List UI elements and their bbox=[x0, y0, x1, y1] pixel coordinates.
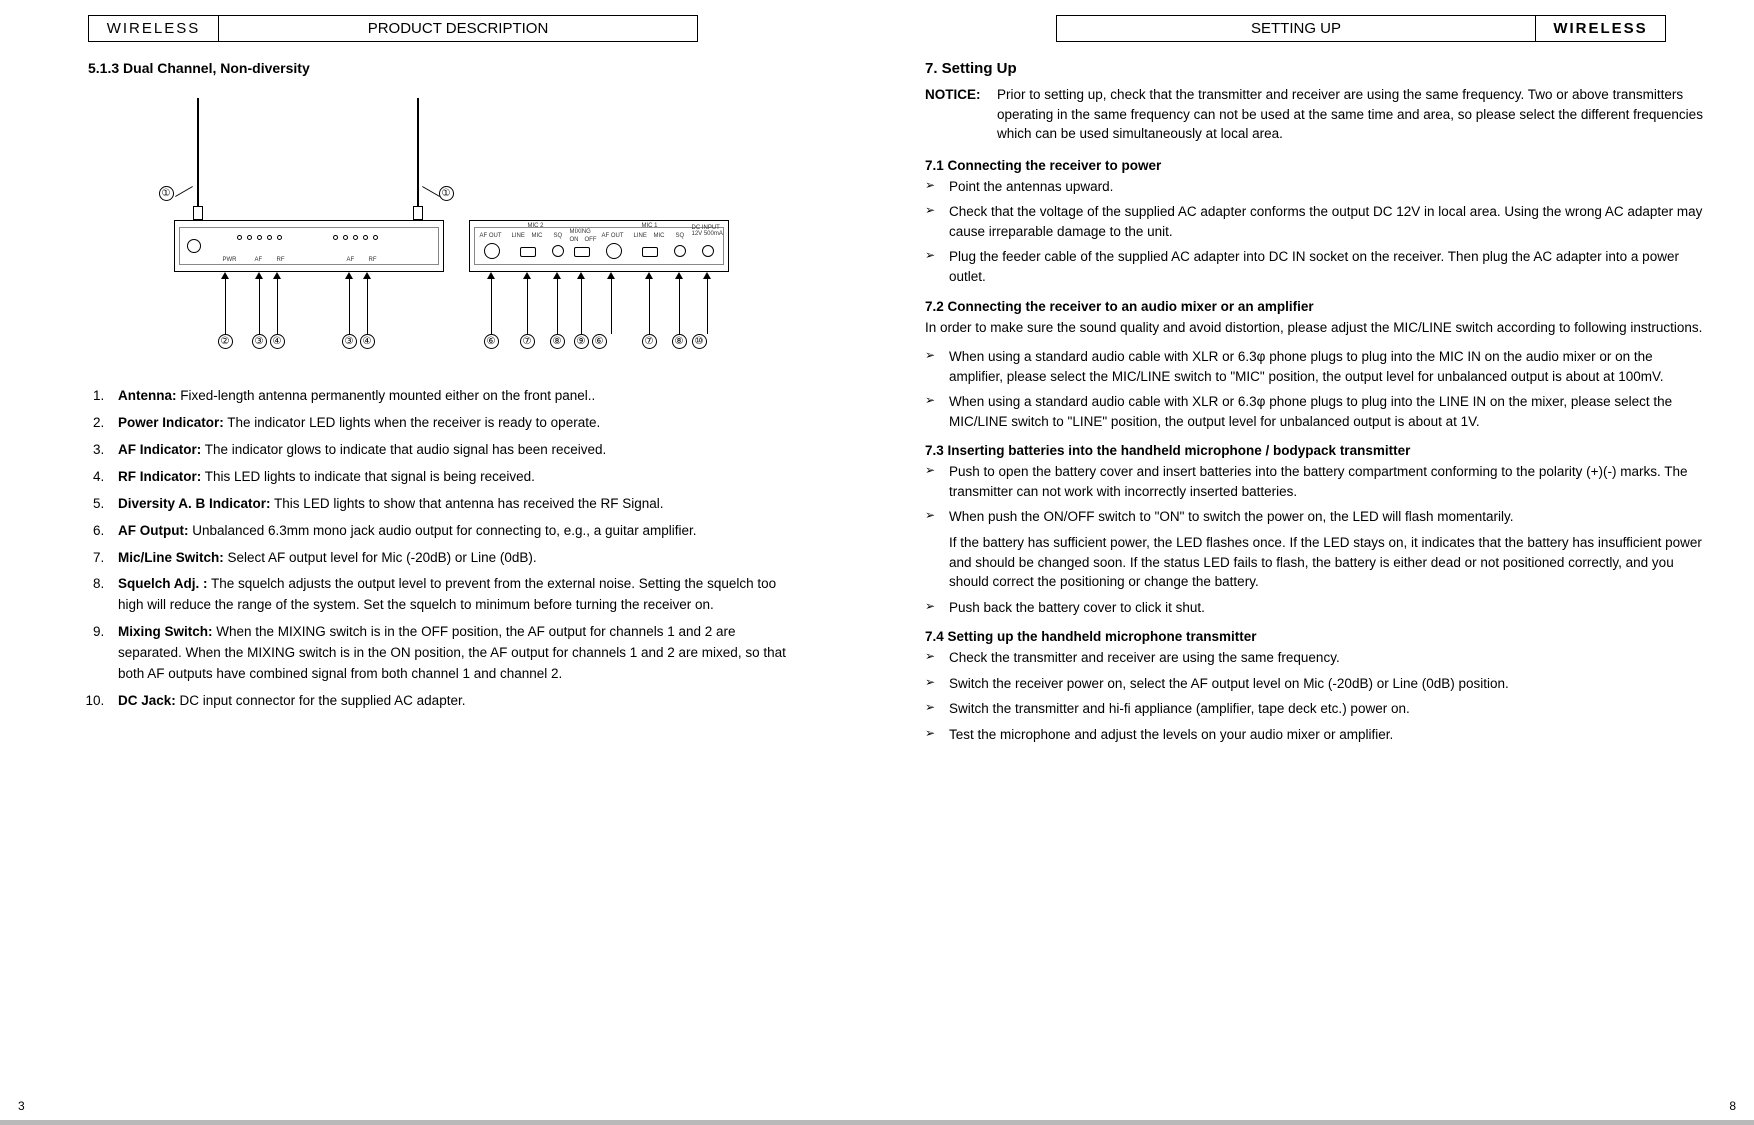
label-rf2: RF bbox=[369, 257, 377, 263]
list-item: Squelch Adj. : The squelch adjusts the o… bbox=[108, 574, 789, 616]
callout-6a: ⑥ bbox=[484, 334, 499, 349]
header-box-left: WIRELESS PRODUCT DESCRIPTION bbox=[88, 15, 698, 42]
callout-10: ⑩ bbox=[692, 334, 707, 349]
lbl-mic1s: MIC bbox=[532, 233, 543, 239]
page-left: WIRELESS PRODUCT DESCRIPTION 5.1.3 Dual … bbox=[0, 0, 877, 1125]
list-item-extra: If the battery has sufficient power, the… bbox=[943, 533, 1706, 592]
list-item: RF Indicator: This LED lights to indicat… bbox=[108, 467, 789, 488]
label-rf1: RF bbox=[277, 257, 285, 263]
page-right: SETTING UP WIRELESS 7. Setting Up NOTICE… bbox=[877, 0, 1754, 1125]
callout-7a: ⑦ bbox=[520, 334, 535, 349]
lbl-afout1: AF OUT bbox=[480, 233, 502, 239]
lbl-mixing: MIXING bbox=[570, 229, 591, 235]
list-item: Diversity A. B Indicator: This LED light… bbox=[108, 494, 789, 515]
title-71: 7.1 Connecting the receiver to power bbox=[925, 158, 1706, 173]
lbl-line1: LINE bbox=[512, 233, 525, 239]
callout-8b: ⑧ bbox=[672, 334, 687, 349]
callout-3b: ③ bbox=[342, 334, 357, 349]
lbl-dc: DC INPUT 12V 500mA bbox=[692, 225, 723, 237]
list-item: AF Output: Unbalanced 6.3mm mono jack au… bbox=[108, 521, 789, 542]
list-item: Test the microphone and adjust the level… bbox=[943, 725, 1706, 745]
callout-3a: ③ bbox=[252, 334, 267, 349]
notice-label: NOTICE: bbox=[925, 85, 997, 144]
header-setting-up: SETTING UP bbox=[1057, 16, 1535, 41]
lbl-sq2: SQ bbox=[676, 233, 685, 239]
lbl-on: ON bbox=[570, 237, 579, 243]
power-knob bbox=[187, 239, 201, 253]
list-item: Point the antennas upward. bbox=[943, 177, 1706, 197]
list-item: Check that the voltage of the supplied A… bbox=[943, 202, 1706, 241]
antenna-left bbox=[197, 98, 199, 218]
list-item: Push to open the battery cover and inser… bbox=[943, 462, 1706, 501]
title-73: 7.3 Inserting batteries into the handhel… bbox=[925, 443, 1706, 458]
lbl-afout2: AF OUT bbox=[602, 233, 624, 239]
callout-1a: ① bbox=[159, 186, 174, 201]
list-item: Mixing Switch: When the MIXING switch is… bbox=[108, 622, 789, 685]
list-item: AF Indicator: The indicator glows to ind… bbox=[108, 440, 789, 461]
list-73: Push to open the battery cover and inser… bbox=[925, 462, 1706, 617]
header-wireless-r: WIRELESS bbox=[1535, 16, 1665, 41]
header-box-right: SETTING UP WIRELESS bbox=[1056, 15, 1666, 42]
list-item: When using a standard audio cable with X… bbox=[943, 392, 1706, 431]
callout-6b: ⑥ bbox=[592, 334, 607, 349]
label-af1: AF bbox=[255, 257, 263, 263]
title-72: 7.2 Connecting the receiver to an audio … bbox=[925, 299, 1706, 314]
callout-8a: ⑧ bbox=[550, 334, 565, 349]
list-item: Antenna: Fixed-length antenna permanentl… bbox=[108, 386, 789, 407]
callout-1b: ① bbox=[439, 186, 454, 201]
callout-7b: ⑦ bbox=[642, 334, 657, 349]
lbl-sq1: SQ bbox=[554, 233, 563, 239]
lbl-mic2: MIC 2 bbox=[528, 223, 544, 229]
list-item: DC Jack: DC input connector for the supp… bbox=[108, 691, 789, 712]
front-panel: PWR AF RF AF RF bbox=[174, 220, 444, 272]
list-item: When push the ON/OFF switch to "ON" to s… bbox=[943, 507, 1706, 527]
list-74: Check the transmitter and receiver are u… bbox=[925, 648, 1706, 744]
list-item: When using a standard audio cable with X… bbox=[943, 347, 1706, 386]
list-item: Switch the receiver power on, select the… bbox=[943, 674, 1706, 694]
title-7: 7. Setting Up bbox=[925, 60, 1706, 77]
list-item: Plug the feeder cable of the supplied AC… bbox=[943, 247, 1706, 286]
callout-4a: ④ bbox=[270, 334, 285, 349]
list-71: Point the antennas upward. Check that th… bbox=[925, 177, 1706, 287]
callout-4b: ④ bbox=[360, 334, 375, 349]
callout-2: ② bbox=[218, 334, 233, 349]
list-72: When using a standard audio cable with X… bbox=[925, 347, 1706, 431]
section-title-513: 5.1.3 Dual Channel, Non-diversity bbox=[88, 60, 829, 76]
bottom-bar bbox=[0, 1120, 1754, 1125]
header-row-left: WIRELESS PRODUCT DESCRIPTION bbox=[48, 15, 829, 42]
receiver-diagram: PWR AF RF AF RF MIC 2 MIC 1 AF OUT LINE … bbox=[159, 86, 719, 366]
notice-block: NOTICE: Prior to setting up, check that … bbox=[925, 85, 1706, 144]
intro-72: In order to make sure the sound quality … bbox=[925, 318, 1706, 338]
description-list: Antenna: Fixed-length antenna permanentl… bbox=[88, 386, 789, 712]
list-item: Power Indicator: The indicator LED light… bbox=[108, 413, 789, 434]
header-product-description: PRODUCT DESCRIPTION bbox=[219, 16, 697, 41]
page-number-left: 3 bbox=[18, 1099, 25, 1113]
list-item: Mic/Line Switch: Select AF output level … bbox=[108, 548, 789, 569]
list-item: Check the transmitter and receiver are u… bbox=[943, 648, 1706, 668]
lbl-mic2s: MIC bbox=[654, 233, 665, 239]
lbl-off: OFF bbox=[585, 237, 597, 243]
header-wireless: WIRELESS bbox=[89, 16, 219, 41]
antenna-right bbox=[417, 98, 419, 218]
label-af2: AF bbox=[347, 257, 355, 263]
lbl-mic1: MIC 1 bbox=[642, 223, 658, 229]
list-item: Switch the transmitter and hi-fi applian… bbox=[943, 699, 1706, 719]
callout-9: ⑨ bbox=[574, 334, 589, 349]
page-number-right: 8 bbox=[1729, 1099, 1736, 1113]
header-row-right: SETTING UP WIRELESS bbox=[925, 15, 1706, 42]
list-item: Push back the battery cover to click it … bbox=[943, 598, 1706, 618]
title-74: 7.4 Setting up the handheld microphone t… bbox=[925, 629, 1706, 644]
lbl-line2: LINE bbox=[634, 233, 647, 239]
notice-text: Prior to setting up, check that the tran… bbox=[997, 85, 1706, 144]
label-pwr: PWR bbox=[223, 257, 237, 263]
back-panel: MIC 2 MIC 1 AF OUT LINE MIC SQ MIXING ON… bbox=[469, 220, 729, 272]
